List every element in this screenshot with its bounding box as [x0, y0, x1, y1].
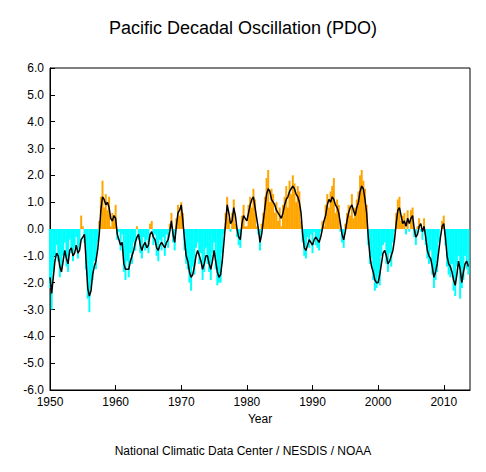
svg-text:-4.0: -4.0	[23, 329, 44, 343]
svg-text:1990: 1990	[299, 395, 326, 409]
svg-text:2000: 2000	[365, 395, 392, 409]
svg-text:1980: 1980	[234, 395, 261, 409]
svg-text:1970: 1970	[168, 395, 195, 409]
svg-text:-2.0: -2.0	[23, 276, 44, 290]
svg-text:National Climatic Data Center: National Climatic Data Center / NESDIS /…	[115, 444, 372, 458]
svg-text:1950: 1950	[37, 395, 64, 409]
svg-text:6.0: 6.0	[27, 61, 44, 75]
svg-text:-6.0: -6.0	[23, 383, 44, 397]
svg-text:3.0: 3.0	[27, 142, 44, 156]
svg-text:2010: 2010	[430, 395, 457, 409]
svg-text:-5.0: -5.0	[23, 356, 44, 370]
svg-text:5.0: 5.0	[27, 88, 44, 102]
svg-text:-1.0: -1.0	[23, 249, 44, 263]
svg-text:-3.0: -3.0	[23, 303, 44, 317]
svg-text:Year: Year	[248, 412, 272, 426]
svg-text:1960: 1960	[102, 395, 129, 409]
svg-text:0.0: 0.0	[27, 222, 44, 236]
svg-text:1.0: 1.0	[27, 195, 44, 209]
svg-text:4.0: 4.0	[27, 115, 44, 129]
svg-text:Pacific Decadal Oscillation (P: Pacific Decadal Oscillation (PDO)	[109, 18, 377, 38]
svg-text:2.0: 2.0	[27, 168, 44, 182]
